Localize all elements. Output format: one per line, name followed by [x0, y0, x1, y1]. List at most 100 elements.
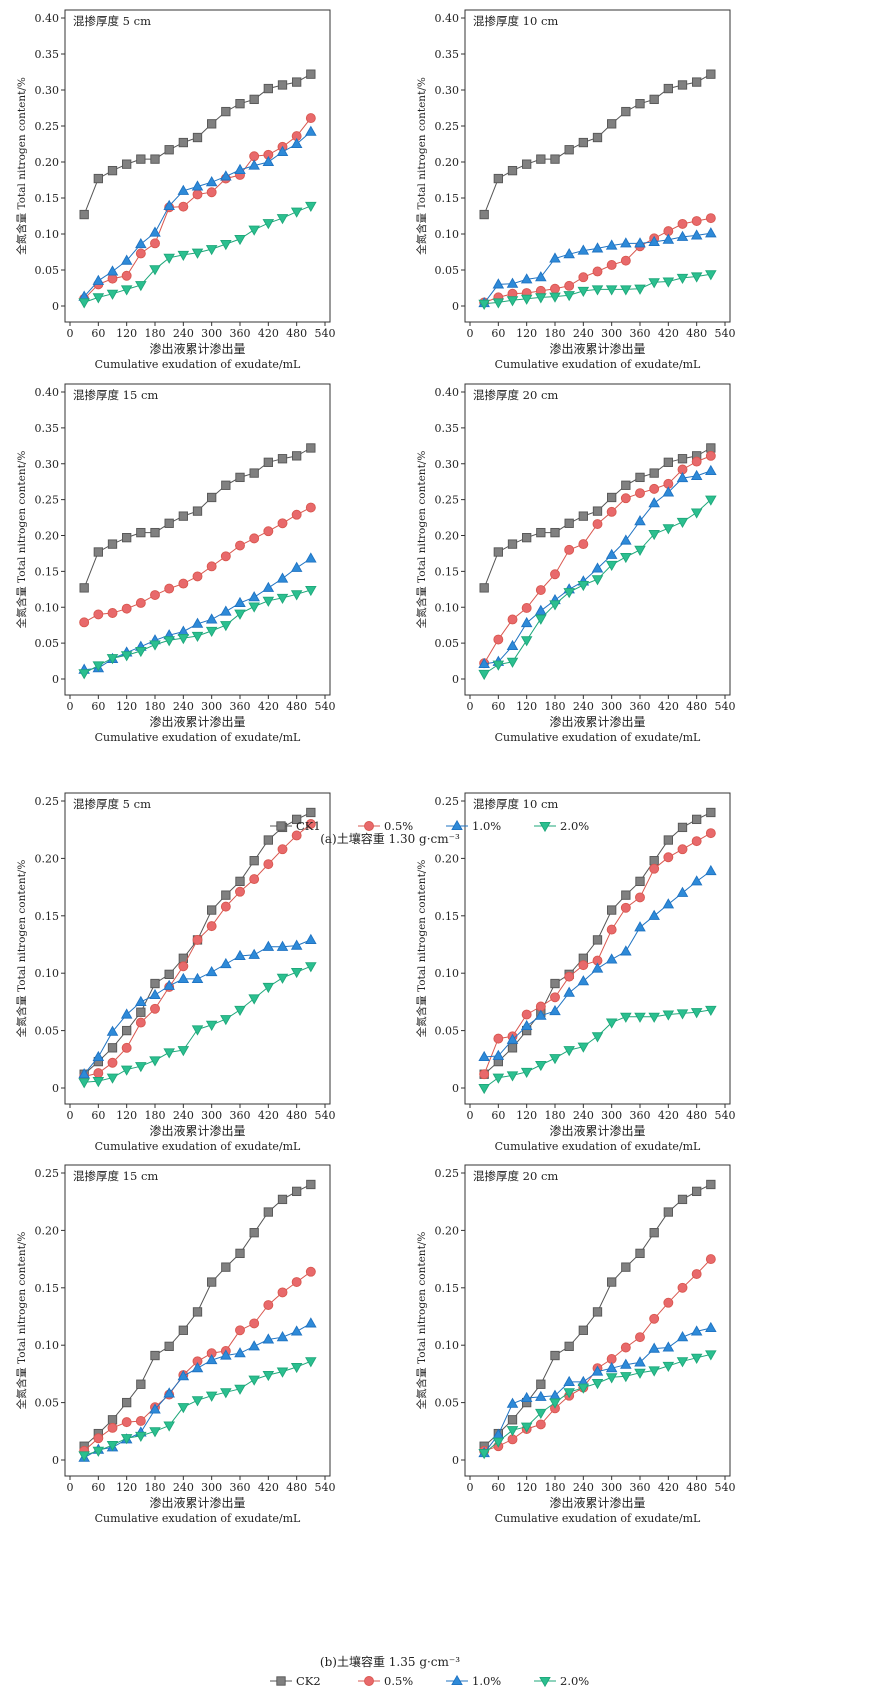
data-point [263, 1300, 274, 1310]
y-tick-label: 0.20 [35, 852, 60, 865]
data-point [648, 1012, 660, 1023]
data-point [677, 844, 688, 855]
x-tick-label: 540 [715, 700, 736, 713]
caption-a: (a)土壤容重 1.30 g·cm⁻³ [320, 831, 460, 846]
data-point [522, 533, 532, 543]
x-tick-label: 480 [286, 700, 307, 713]
x-tick-label: 540 [315, 1109, 336, 1122]
data-point [178, 511, 188, 521]
data-point [535, 1009, 547, 1020]
plot-frame [64, 1164, 331, 1477]
x-tick-label: 300 [201, 1109, 222, 1122]
data-point [177, 1403, 190, 1414]
x-tick-label: 240 [573, 1481, 594, 1494]
data-point [107, 608, 118, 618]
data-point [607, 119, 617, 129]
data-point [705, 1321, 717, 1333]
data-point [635, 1248, 645, 1259]
x-tick-label: 420 [258, 1109, 279, 1122]
x-tick-label: 540 [715, 1109, 736, 1122]
data-point [290, 1325, 303, 1336]
panels: 0 0.05 0.10 0.15 0.20 0.25 0.30 0.35 0.40 0 60 120 1… [15, 9, 736, 1525]
data-point [220, 1388, 232, 1399]
y-tick-label: 0.20 [35, 530, 60, 543]
data-point [478, 669, 490, 681]
data-point [662, 524, 675, 535]
x-tick-label: 120 [516, 700, 537, 713]
chart-panel: 0 0.05 0.10 0.15 0.20 0.25 0 60 120 180 240 300 360 4… [415, 1164, 736, 1525]
data-point [149, 265, 161, 276]
x-tick-label: 60 [491, 1481, 505, 1494]
x-tick-label: 420 [258, 700, 279, 713]
x-tick-label: 240 [173, 1109, 194, 1122]
data-point [535, 585, 546, 595]
data-point [220, 621, 232, 632]
data-point [290, 137, 303, 149]
data-point [121, 1417, 132, 1428]
chart-panel: 0 0.05 0.10 0.15 0.20 0.25 0 60 120 180 240 300 360 4… [415, 792, 736, 1153]
data-point [676, 517, 689, 528]
panel-title: 混掺厚度 20 cm [473, 1169, 558, 1183]
x-tick-label: 120 [116, 700, 137, 713]
data-point [607, 905, 617, 915]
data-point [106, 289, 119, 300]
data-point [662, 486, 675, 497]
data-point [191, 248, 204, 259]
data-point [107, 539, 118, 549]
data-point [178, 961, 189, 972]
y-tick-label: 0.30 [35, 84, 60, 97]
data-point [135, 1062, 147, 1073]
data-point [205, 626, 218, 638]
data-point [206, 187, 217, 198]
data-point [634, 284, 646, 295]
x-tick-label: 0 [467, 1109, 474, 1122]
data-point [178, 201, 189, 212]
data-point [578, 539, 589, 550]
y-tick-label: 0.20 [435, 852, 460, 865]
x-tick-label: 240 [573, 1109, 594, 1122]
data-point [677, 822, 688, 833]
y-tick-label: 0.15 [435, 192, 460, 205]
data-point [690, 1008, 703, 1019]
data-point [263, 526, 274, 537]
data-point [235, 1325, 245, 1336]
data-point [220, 551, 231, 562]
data-point [520, 273, 533, 284]
data-point [506, 657, 519, 668]
data-point [635, 876, 645, 887]
data-point [535, 271, 547, 282]
data-point [192, 189, 203, 200]
data-point [506, 277, 519, 288]
data-point [620, 1358, 632, 1369]
data-point [676, 1331, 689, 1342]
data-point [493, 173, 503, 184]
data-point [122, 533, 132, 543]
y-tick-label: 0.20 [35, 1224, 60, 1237]
data-point [277, 518, 288, 529]
data-point [106, 265, 119, 276]
data-point [535, 1419, 546, 1430]
y-tick-label: 0.05 [435, 1025, 460, 1038]
data-point [192, 571, 203, 582]
data-point [535, 293, 547, 304]
x-tick-label: 180 [145, 327, 166, 340]
data-point [649, 1313, 660, 1324]
x-tick-label: 0 [67, 1109, 74, 1122]
data-point [577, 580, 590, 592]
data-point [506, 1071, 519, 1082]
data-point [705, 213, 716, 224]
x-tick-label: 120 [116, 1109, 137, 1122]
data-point [262, 155, 275, 167]
data-point [107, 1422, 118, 1433]
data-point [620, 1012, 632, 1023]
data-point [107, 165, 118, 176]
data-point [607, 1277, 617, 1287]
data-point [706, 1179, 716, 1190]
y-tick-label: 0.25 [35, 1167, 60, 1180]
x-tick-label: 300 [201, 327, 222, 340]
data-point [149, 1427, 161, 1438]
data-point [676, 1357, 689, 1368]
legend-marker [276, 1676, 286, 1686]
data-point [520, 1422, 533, 1433]
x-tick-label: 0 [67, 1481, 74, 1494]
